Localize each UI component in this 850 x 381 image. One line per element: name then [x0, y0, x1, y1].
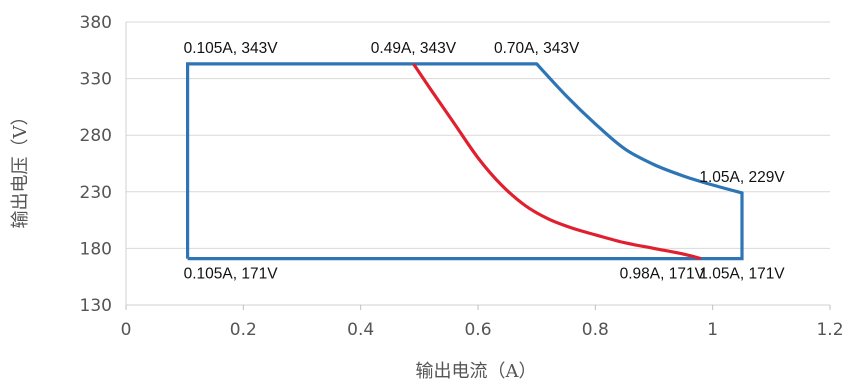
- chart-tick-labels: 130 180 230 280 330 380 0 0.2 0.4 0.6 0.8 1 1.2: [80, 13, 844, 340]
- x-axis-title: 输出电流（A）: [416, 361, 537, 381]
- y-axis-title: 输出电压（V）: [10, 108, 31, 229]
- chart-series: [186, 62, 744, 261]
- blue-operating-envelope-line: [186, 62, 744, 261]
- y-tick-label: 230: [80, 183, 112, 203]
- chart-grid: [126, 21, 830, 249]
- point-label: 0.49A, 343V: [371, 40, 457, 57]
- x-tick-label: 0.8: [582, 320, 609, 340]
- x-tick-label: 0.6: [464, 320, 491, 340]
- point-label: 0.105A, 171V: [184, 266, 279, 283]
- point-label: 0.70A, 343V: [494, 40, 580, 57]
- y-tick-label: 180: [80, 239, 112, 259]
- y-tick-label: 380: [80, 13, 112, 33]
- x-tick-label: 0: [121, 320, 132, 340]
- x-tick-label: 0.4: [347, 320, 374, 340]
- y-tick-label: 330: [80, 70, 112, 90]
- point-label: 0.98A, 171V: [620, 266, 706, 283]
- red-constant-power-line: [412, 62, 702, 261]
- chart-point-labels: 0.105A, 343V 0.49A, 343V 0.70A, 343V 1.05A,…: [184, 40, 786, 283]
- point-label: 1.05A, 171V: [699, 266, 785, 283]
- chart-axes: [125, 22, 831, 310]
- y-tick-label: 280: [80, 126, 112, 146]
- point-label: 0.105A, 343V: [184, 40, 279, 57]
- x-tick-label: 0.2: [230, 320, 257, 340]
- point-label: 1.05A, 229V: [699, 169, 785, 186]
- x-tick-label: 1: [707, 320, 718, 340]
- x-tick-label: 1.2: [816, 320, 843, 340]
- y-tick-label: 130: [80, 296, 112, 316]
